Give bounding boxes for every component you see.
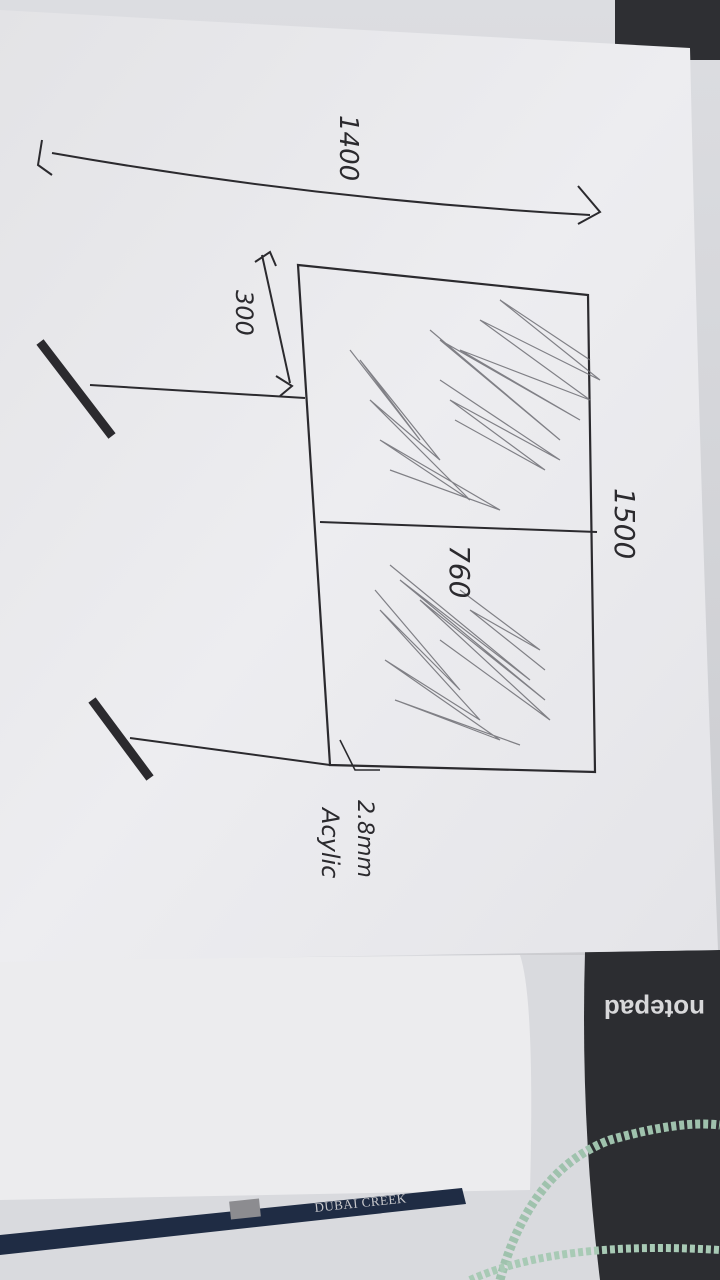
- label-thickness: 2.8mm: [352, 800, 377, 878]
- gap-arrow-bottom-icon: [275, 375, 294, 397]
- label-material: Acylic: [316, 806, 344, 878]
- arrow-left-icon: [36, 139, 53, 176]
- green-cable: [495, 1119, 720, 1280]
- green-cable-2: [468, 1244, 720, 1280]
- paper-sheet: [0, 10, 718, 962]
- shading-top: [349, 299, 601, 511]
- panel-divider: [319, 521, 598, 533]
- pencil-band: [229, 1198, 261, 1220]
- wall-mount-top-icon: [36, 339, 116, 439]
- label-overall-width: 1400: [333, 115, 363, 181]
- thickness-pointer: [339, 739, 380, 771]
- pencil: [0, 1188, 466, 1255]
- label-height: 1500: [608, 488, 641, 559]
- shading-bottom: [374, 564, 551, 746]
- white-tray: [0, 955, 532, 1200]
- label-divider: 760: [443, 545, 476, 598]
- label-side-gap: 300: [230, 290, 258, 336]
- notepad: [584, 950, 720, 1280]
- arrow-right-icon: [577, 185, 602, 225]
- panel-outline: [296, 263, 597, 774]
- notepad-brand: notepad: [604, 994, 705, 1024]
- gap-arrow-top-icon: [254, 250, 277, 267]
- gap-dimension-line: [261, 254, 291, 384]
- wall-mount-bottom-icon: [88, 697, 154, 781]
- width-dimension-line: [51, 152, 591, 216]
- mount-wire-top: [89, 384, 306, 399]
- mount-wire-bottom: [129, 737, 331, 766]
